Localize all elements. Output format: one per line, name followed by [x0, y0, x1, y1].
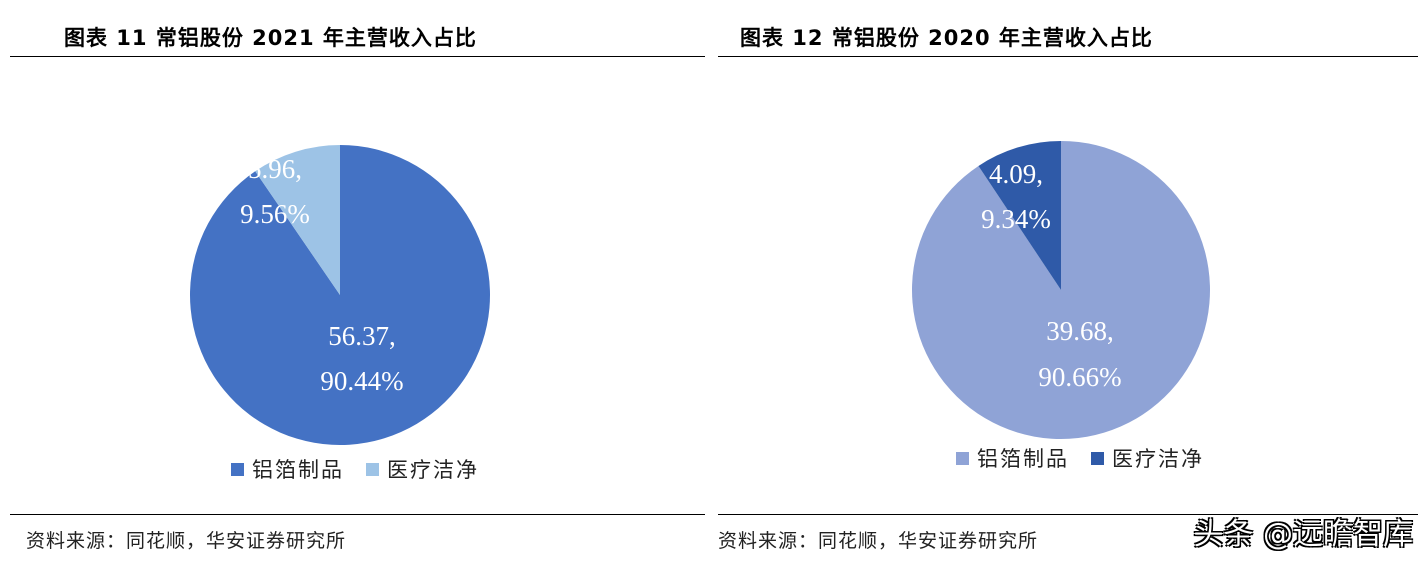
legend-label: 铝箔制品: [977, 447, 1069, 471]
legend-item-aluminum-foil: 铝箔制品: [231, 454, 344, 484]
watermark: 头条 @远瞻智库: [1193, 517, 1413, 552]
data-label-1-percent: 9.56%: [240, 199, 310, 229]
legend: 铝箔制品 医疗洁净: [956, 443, 1226, 473]
legend-swatch: [366, 462, 379, 476]
chart-title: 图表 11 常铝股份 2021 年主营收入占比: [64, 26, 477, 50]
data-label-0-value: 39.68,: [1046, 316, 1114, 346]
legend-swatch: [1091, 451, 1104, 465]
legend-swatch: [231, 462, 244, 476]
bottom-rule: [718, 514, 1418, 515]
data-label-0-percent: 90.44%: [320, 366, 403, 396]
bottom-rule: [10, 514, 705, 515]
top-rule: [718, 56, 1418, 57]
data-label-1-percent: 9.34%: [981, 204, 1051, 234]
pie-slice-0: [190, 145, 491, 445]
pie-chart-2020: 39.68, 90.66% 4.09, 9.34%: [912, 141, 1210, 439]
chart-title: 图表 12 常铝股份 2020 年主营收入占比: [740, 26, 1153, 50]
data-label-0-value: 56.37,: [328, 321, 396, 351]
pie-chart-2021: 56.37, 90.44% 5.96, 9.56%: [190, 145, 491, 445]
legend-item-aluminum-foil: 铝箔制品: [956, 443, 1069, 473]
pie-slice-1: [255, 145, 340, 295]
top-rule: [10, 56, 705, 57]
chart-panel-2020: 图表 12 常铝股份 2020 年主营收入占比 39.68, 90.66% 4.09…: [718, 0, 1418, 565]
data-label-1-value: 5.96,: [248, 154, 302, 184]
legend-swatch: [956, 451, 969, 465]
legend-label: 医疗洁净: [387, 458, 479, 482]
source-note: 资料来源：同花顺，华安证券研究所: [718, 530, 1039, 552]
data-label-0-percent: 90.66%: [1038, 362, 1121, 392]
pie-slice-1: [978, 141, 1061, 290]
data-label-1-value: 4.09,: [989, 159, 1043, 189]
legend: 铝箔制品 医疗洁净: [231, 454, 501, 484]
chart-panel-2021: 图表 11 常铝股份 2021 年主营收入占比 56.37, 90.44% 5.96…: [10, 0, 705, 565]
source-note: 资料来源：同花顺，华安证券研究所: [26, 530, 347, 552]
legend-label: 医疗洁净: [1112, 447, 1204, 471]
legend-label: 铝箔制品: [252, 458, 344, 482]
legend-item-medical-clean: 医疗洁净: [366, 454, 479, 484]
legend-item-medical-clean: 医疗洁净: [1091, 443, 1204, 473]
